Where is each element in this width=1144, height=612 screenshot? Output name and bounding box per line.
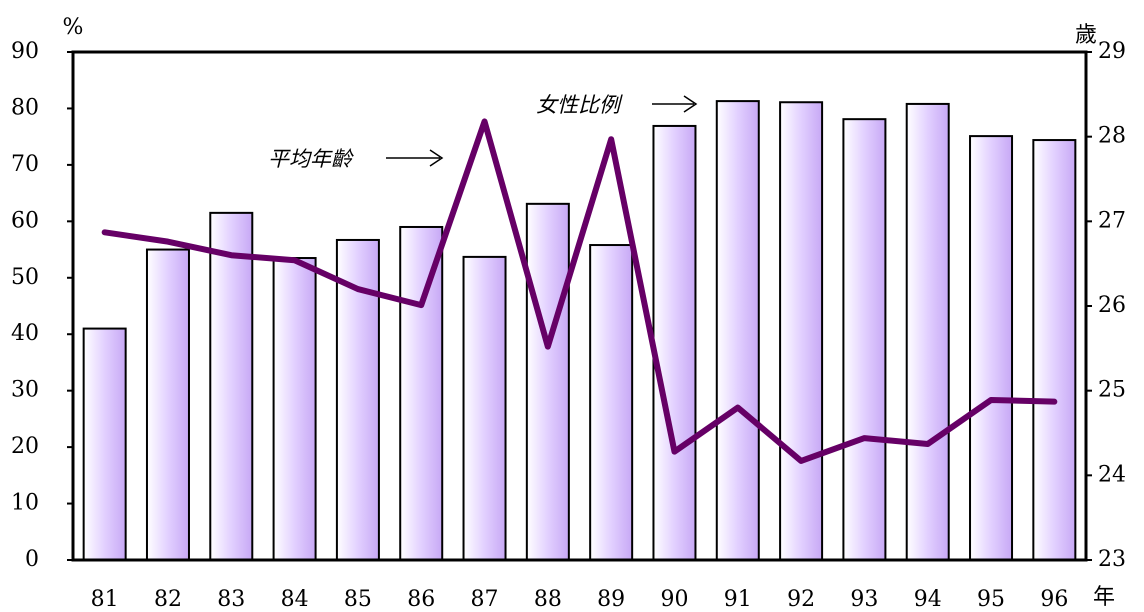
y2-tick-label: 29 [1098,39,1126,64]
x-tick-label: 93 [850,587,878,612]
x-tick-label: 96 [1040,587,1068,612]
x-tick-label: 87 [471,587,499,612]
y-tick-label: 10 [11,491,39,516]
y2-tick-label: 23 [1098,547,1126,572]
x-tick-label: 85 [344,587,372,612]
y2-axis-label: 歲 [1075,23,1097,48]
y-tick-label: 0 [25,547,39,572]
bar [399,225,444,561]
y-tick-label: 40 [11,321,39,346]
line [101,118,1058,464]
y-tick-label: 80 [11,95,39,120]
x-tick-label: 86 [407,587,435,612]
bar [272,257,317,561]
bar [715,100,760,562]
bar [145,248,190,562]
x-tick-label: 84 [281,587,309,612]
bar [842,118,887,562]
y2-tick-label: 25 [1098,378,1126,403]
annotation: 平均年齡 [268,147,354,171]
y-tick-label: 50 [11,265,39,290]
annotation-arrow [386,149,444,167]
bar [462,255,507,561]
y-tick-label: 70 [11,152,39,177]
bar [905,102,950,561]
x-tick-label: 94 [914,587,942,612]
annotation: 女性比例 [536,93,623,117]
y2-tick-label: 27 [1098,208,1126,233]
x-tick-label: 88 [534,587,562,612]
annotation-arrow [652,95,698,113]
y2-tick-label: 26 [1098,293,1126,318]
bar [652,124,697,561]
y-tick-label: 20 [11,434,39,459]
y2-tick-label: 24 [1098,462,1126,487]
bar [1032,139,1077,561]
bar [779,101,824,561]
x-tick-label: 89 [597,587,625,612]
y2-tick-label: 28 [1098,124,1126,149]
x-tick-label: 83 [217,587,245,612]
bar [525,202,570,562]
y-tick-label: 90 [11,39,39,64]
x-tick-label: 81 [91,587,119,612]
x-tick-label: 95 [977,587,1005,612]
x-tick-label: 91 [724,587,752,612]
x-tick-label: 90 [660,587,688,612]
x-axis-label: 年 [1093,585,1115,610]
bar [209,211,254,561]
y-axis-label: % [63,15,84,40]
plot-frame [71,50,1088,562]
y-tick-label: 60 [11,208,39,233]
bar [82,327,127,562]
y-tick-label: 30 [11,378,39,403]
bar [969,135,1014,561]
x-tick-label: 82 [154,587,182,612]
bar [589,244,634,561]
x-tick-label: 92 [787,587,815,612]
